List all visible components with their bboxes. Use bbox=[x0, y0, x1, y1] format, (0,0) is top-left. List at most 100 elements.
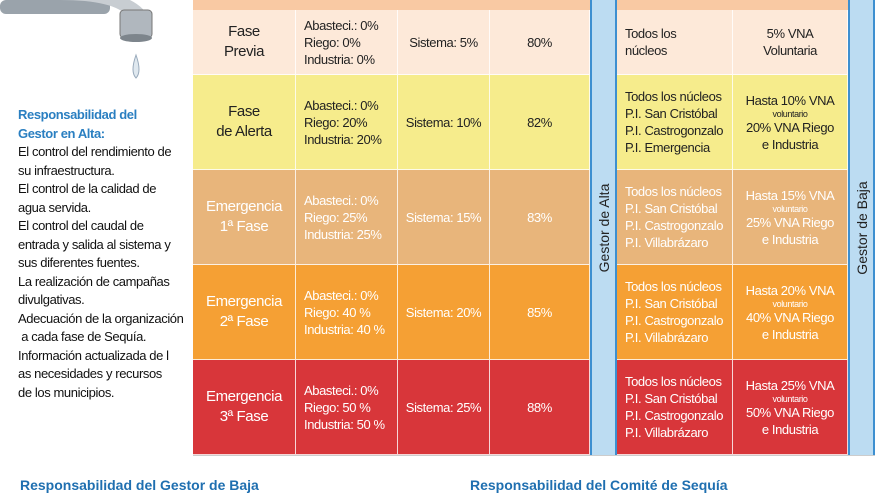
vna-line: e Industria bbox=[761, 136, 819, 152]
nuclei-cell: Todos los núcleos P.I. San Cristóbal P.I. … bbox=[617, 265, 733, 360]
system-cell: Sistema: 15% bbox=[398, 170, 490, 265]
vna-note: voluntario bbox=[772, 203, 808, 214]
alta-label: Gestor de Alta bbox=[595, 183, 612, 272]
vna-line: Hasta 10% VNA bbox=[745, 92, 835, 108]
vna-cell: Hasta 20% VNA voluntario 40% VNA Riego e In… bbox=[733, 265, 848, 360]
nuclei-cell: Todos los núcleos P.I. San Cristóbal P.I. … bbox=[617, 170, 733, 265]
vna-line: 20% VNA Riego bbox=[745, 119, 835, 135]
nuclei-cell: Todos los núcleos P.I. San Cristóbal P.I. … bbox=[617, 360, 733, 455]
supply-line: Industria: 20% bbox=[304, 131, 382, 147]
left-line: El control de la calidad de bbox=[18, 181, 157, 196]
footer-baja: Responsabilidad del Gestor de Baja bbox=[20, 477, 259, 493]
nuclei-line: P.I. Villabrázaro bbox=[625, 330, 709, 345]
left-heading: Responsabilidad del bbox=[18, 107, 137, 122]
phase-line: Fase bbox=[228, 103, 260, 120]
system-cell: Sistema: 5% bbox=[398, 10, 490, 75]
vna-cell: Hasta 15% VNA voluntario 25% VNA Riego e In… bbox=[733, 170, 848, 265]
baja-label: Gestor de Baja bbox=[853, 180, 870, 275]
vna-line: Voluntaria bbox=[763, 43, 817, 58]
supply-line: Abasteci.: 0% bbox=[304, 17, 379, 33]
system-text: Sistema: 10% bbox=[405, 114, 482, 130]
system-cell: Sistema: 10% bbox=[398, 75, 490, 170]
vna-line: 25% VNA Riego bbox=[745, 214, 835, 230]
supply-line: Abasteci.: 0% bbox=[304, 97, 379, 113]
left-heading: Gestor en Alta: bbox=[18, 125, 105, 141]
phase-line: Emergencia bbox=[205, 388, 283, 405]
supply-line: Riego: 25% bbox=[304, 209, 368, 225]
supply-line: Riego: 40 % bbox=[304, 304, 371, 320]
pct-cell: 85% bbox=[490, 265, 590, 360]
nuclei-line: P.I. Villabrázaro bbox=[625, 235, 709, 250]
nuclei-cell: Todos los núcleos bbox=[617, 10, 733, 75]
phase-cell: Fase de Alerta bbox=[193, 75, 296, 170]
phase-line: 3ª Fase bbox=[219, 408, 269, 425]
supply-cell: Abasteci.: 0% Riego: 0% Industria: 0% bbox=[296, 10, 398, 75]
vna-note: voluntario bbox=[772, 298, 808, 309]
nuclei-line: Todos los núcleos bbox=[625, 89, 722, 104]
pct-text: 88% bbox=[527, 399, 552, 415]
nuclei-line: P.I. Castrogonzalo bbox=[625, 123, 724, 138]
left-line: a cada fase de Sequía. bbox=[18, 329, 147, 344]
left-line: sus diferentes fuentes. bbox=[18, 255, 140, 270]
pct-cell: 83% bbox=[490, 170, 590, 265]
phase-line: Fase bbox=[228, 23, 260, 40]
supply-line: Riego: 50 % bbox=[304, 399, 371, 415]
supply-line: Abasteci.: 0% bbox=[304, 287, 379, 303]
nuclei-line: P.I. San Cristóbal bbox=[625, 296, 718, 311]
pct-cell: 80% bbox=[490, 10, 590, 75]
pct-text: 85% bbox=[527, 304, 552, 320]
nuclei-line: P.I. Castrogonzalo bbox=[625, 408, 724, 423]
pct-cell: 82% bbox=[490, 75, 590, 170]
supply-cell: Abasteci.: 0% Riego: 20% Industria: 20% bbox=[296, 75, 398, 170]
vna-note: voluntario bbox=[772, 393, 808, 404]
pct-text: 80% bbox=[527, 34, 552, 50]
faucet bbox=[0, 0, 153, 79]
left-line: divulgativas. bbox=[18, 292, 85, 307]
phase-line: Emergencia bbox=[205, 293, 283, 310]
system-text: Sistema: 25% bbox=[405, 399, 482, 415]
left-line: entrada y salida al sistema y bbox=[18, 236, 171, 252]
system-text: Sistema: 15% bbox=[405, 209, 482, 225]
vna-line: e Industria bbox=[761, 326, 819, 342]
vna-cell: Hasta 25% VNA voluntario 50% VNA Riego e In… bbox=[733, 360, 848, 455]
supply-line: Riego: 20% bbox=[304, 114, 368, 130]
vna-line: 50% VNA Riego bbox=[745, 404, 835, 420]
vna-line: Hasta 15% VNA bbox=[745, 187, 835, 203]
footer-comite: Responsabilidad del Comité de Sequía bbox=[470, 477, 728, 493]
vna-line: Hasta 20% VNA bbox=[745, 282, 835, 298]
nuclei-line: P.I. San Cristóbal bbox=[625, 201, 718, 216]
vna-line: 40% VNA Riego bbox=[745, 309, 835, 325]
nuclei-line: P.I. San Cristóbal bbox=[625, 106, 718, 121]
pct-text: 82% bbox=[527, 114, 552, 130]
baja-band: Gestor de Baja bbox=[848, 0, 875, 455]
supply-line: Abasteci.: 0% bbox=[304, 382, 379, 398]
supply-line: Abasteci.: 0% bbox=[304, 192, 379, 208]
vna-note: voluntario bbox=[772, 108, 808, 119]
system-cell: Sistema: 25% bbox=[398, 360, 490, 455]
nuclei-line: Todos los núcleos bbox=[625, 279, 722, 294]
nuclei-cell: Todos los núcleos P.I. San Cristóbal P.I. … bbox=[617, 75, 733, 170]
left-line: de los municipios. bbox=[18, 384, 115, 400]
supply-cell: Abasteci.: 0% Riego: 25% Industria: 25% bbox=[296, 170, 398, 265]
left-line: El control del caudal de bbox=[18, 218, 144, 233]
alta-band: Gestor de Alta bbox=[590, 0, 617, 455]
top-strip bbox=[617, 0, 848, 10]
nuclei-line: Todos los núcleos bbox=[625, 184, 722, 199]
nuclei-line: P.I. Emergencia bbox=[625, 140, 710, 155]
nuclei-line: Todos los núcleos bbox=[625, 374, 722, 389]
system-text: Sistema: 5% bbox=[409, 34, 478, 50]
vna-cell: Hasta 10% VNA voluntario 20% VNA Riego e In… bbox=[733, 75, 848, 170]
divider bbox=[193, 455, 875, 456]
system-cell: Sistema: 20% bbox=[398, 265, 490, 360]
phase-cell: Fase Previa bbox=[193, 10, 296, 75]
supply-line: Industria: 0% bbox=[304, 51, 375, 67]
vna-line: e Industria bbox=[761, 231, 819, 247]
left-line: El control del rendimiento de bbox=[18, 144, 172, 159]
left-line: Información actualizada de l bbox=[18, 347, 169, 363]
phase-cell: Emergencia 3ª Fase bbox=[193, 360, 296, 455]
supply-cell: Abasteci.: 0% Riego: 50 % Industria: 50 % bbox=[296, 360, 398, 455]
pct-cell: 88% bbox=[490, 360, 590, 455]
nuclei-line: P.I. Castrogonzalo bbox=[625, 218, 724, 233]
vna-line: Hasta 25% VNA bbox=[745, 377, 835, 393]
